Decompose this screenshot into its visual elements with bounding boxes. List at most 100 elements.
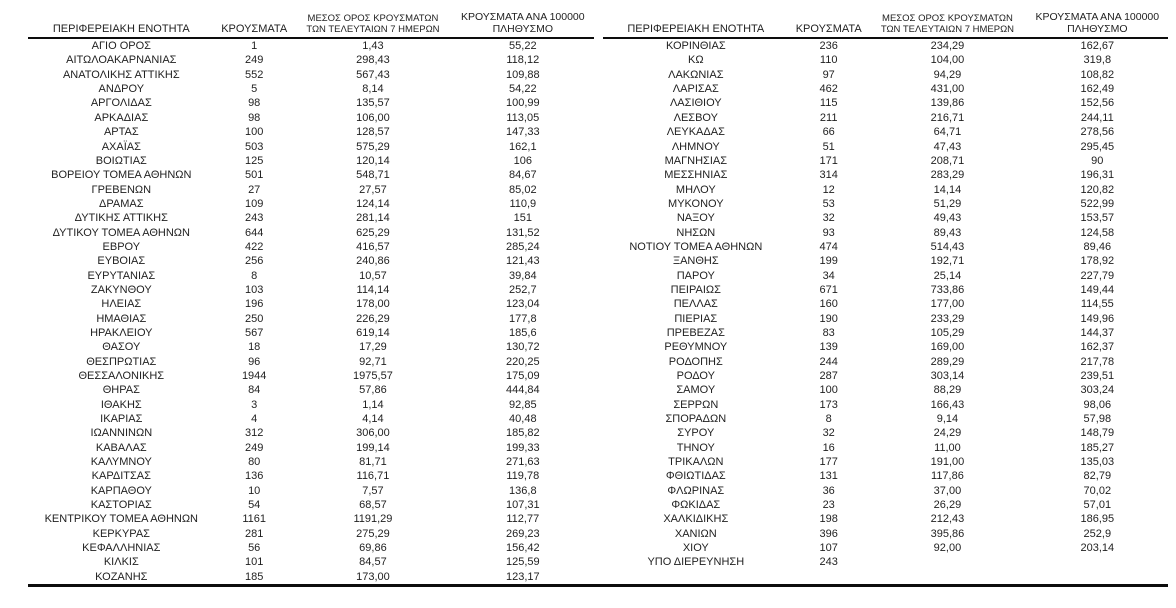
cases-cell: 173 xyxy=(819,398,838,411)
cases-cell: 56 xyxy=(248,542,261,555)
table-row: ΖΑΚΥΝΘΟΥ 103 114,14 252,7 xyxy=(28,283,594,297)
cases-cell: 12 xyxy=(822,183,835,196)
region-cell: ΑΝΔΡΟΥ xyxy=(98,83,145,96)
column-header-region: ΠΕΡΙΦΕΡΕΙΑΚΗ ΕΝΟΤΗΤΑ xyxy=(602,12,790,40)
region-cell: ΛΕΣΒΟΥ xyxy=(673,111,718,124)
cases-cell: 110 xyxy=(819,54,838,67)
region-cell: ΛΑΡΙΣΑΣ xyxy=(672,83,719,96)
cases-cell: 287 xyxy=(819,370,838,382)
cases-cell: 23 xyxy=(822,499,835,512)
avg-7day-cell: 281,14 xyxy=(356,212,390,225)
regional-units-table-left: ΠΕΡΙΦΕΡΕΙΑΚΗ ΕΝΟΤΗΤΑ ΚΡΟΥΣΜΑΤΑ ΜΕΣΟΣ ΟΡΟΣ … xyxy=(28,11,594,584)
region-cell: ΠΕΛΛΑΣ xyxy=(673,298,718,311)
avg-7day-cell: 1975,57 xyxy=(353,370,393,382)
cases-cell: 462 xyxy=(819,83,838,96)
per-100k-cell: 57,01 xyxy=(1083,499,1112,512)
region-cell: ΣΠΟΡΑΔΩΝ xyxy=(665,413,727,426)
cases-cell: 552 xyxy=(245,68,264,81)
table-row: ΔΥΤΙΚΗΣ ΑΤΤΙΚΗΣ 243 281,14 151 xyxy=(28,211,594,225)
avg-7day-cell: 234,29 xyxy=(930,40,965,53)
per-100k-cell: 185,27 xyxy=(1080,441,1115,454)
table-row: ΚΩ 110 104,00 319,8 xyxy=(603,53,1169,67)
table-row: ΛΕΣΒΟΥ 211 216,71 244,11 xyxy=(603,111,1169,125)
avg-7day-cell: 178,00 xyxy=(356,298,390,311)
avg-7day-cell: 26,29 xyxy=(933,499,962,512)
avg-7day-cell: 135,57 xyxy=(356,97,390,110)
region-cell: ΦΘΙΩΤΙΔΑΣ xyxy=(665,470,726,483)
table-row: ΠΕΙΡΑΙΩΣ 671 733,86 149,44 xyxy=(603,283,1169,297)
per-100k-cell: 123,17 xyxy=(505,570,540,583)
avg-7day-cell: 298,43 xyxy=(356,54,390,67)
region-cell: ΜΥΚΟΝΟΥ xyxy=(668,197,724,210)
per-100k-cell: 153,57 xyxy=(1080,212,1115,225)
table-row: ΑΡΤΑΣ 100 128,57 147,33 xyxy=(28,125,594,139)
per-100k-cell: 156,42 xyxy=(505,542,540,555)
per-100k-cell: 149,44 xyxy=(1080,283,1115,296)
column-header-avg-7day: ΜΕΣΟΣ ΟΡΟΣ ΚΡΟΥΣΜΑΤΩΝ ΤΩΝ ΤΕΛΕΥΤΑΙΩΝ 7 ΗΜ… xyxy=(868,12,1027,40)
table-row: ΔΥΤΙΚΟΥ ΤΟΜΕΑ ΑΘΗΝΩΝ 644 625,29 131,52 xyxy=(28,226,594,240)
cases-cell: 136 xyxy=(245,470,264,483)
table-row: ΘΕΣΣΑΛΟΝΙΚΗΣ 1944 1975,57 175,09 xyxy=(28,369,594,383)
cases-cell: 109 xyxy=(245,197,264,210)
per-100k-cell: 278,56 xyxy=(1080,126,1115,139)
cases-cell: 396 xyxy=(819,527,838,540)
cases-cell: 199 xyxy=(819,255,838,268)
per-100k-cell: 178,92 xyxy=(1080,255,1115,268)
table-row: ΛΑΣΙΘΙΟΥ 115 139,86 152,56 xyxy=(603,96,1169,110)
column-header-cases: ΚΡΟΥΣΜΑΤΑ xyxy=(214,12,294,40)
cases-cell: 177 xyxy=(819,456,838,469)
avg-7day-cell: 9,14 xyxy=(936,413,959,426)
table-row: ΘΕΣΠΡΩΤΙΑΣ 96 92,71 220,25 xyxy=(28,355,594,369)
avg-7day-cell: 169,00 xyxy=(930,341,965,354)
region-cell: ΦΩΚΙΔΑΣ xyxy=(671,499,721,512)
table-row: ΦΩΚΙΔΑΣ 23 26,29 57,01 xyxy=(603,498,1169,512)
avg-7day-cell: 106,00 xyxy=(356,111,390,124)
region-cell: ΧΑΛΚΙΔΙΚΗΣ xyxy=(663,513,729,526)
region-cell: ΚΑΛΥΜΝΟΥ xyxy=(90,456,152,469)
per-100k-cell: 303,24 xyxy=(1080,384,1115,397)
cases-cell: 3 xyxy=(251,398,258,411)
per-100k-cell: 110,9 xyxy=(509,197,537,210)
cases-cell: 171 xyxy=(819,154,838,167)
tables-container: ΠΕΡΙΦΕΡΕΙΑΚΗ ΕΝΟΤΗΤΑ ΚΡΟΥΣΜΑΤΑ ΜΕΣΟΣ ΟΡΟΣ … xyxy=(28,11,1169,588)
per-100k-cell: 118,12 xyxy=(506,54,540,67)
per-100k-cell: 244,11 xyxy=(1080,111,1114,124)
per-100k-cell: 227,79 xyxy=(1080,269,1115,282)
cases-cell: 98 xyxy=(248,111,261,124)
column-header-avg-7day: ΜΕΣΟΣ ΟΡΟΣ ΚΡΟΥΣΜΑΤΩΝ ΤΩΝ ΤΕΛΕΥΤΑΙΩΝ 7 ΗΜ… xyxy=(293,12,453,40)
table-row: ΛΗΜΝΟΥ 51 47,43 295,45 xyxy=(603,140,1169,154)
table-row: ΒΟΙΩΤΙΑΣ 125 120,14 106 xyxy=(28,154,594,168)
table-row: ΑΡΓΟΛΙΔΑΣ 98 135,57 100,99 xyxy=(28,96,594,110)
region-cell: ΛΑΣΙΘΙΟΥ xyxy=(669,97,722,110)
table-row: ΞΑΝΘΗΣ 199 192,71 178,92 xyxy=(603,254,1169,268)
table-row: ΚΕΝΤΡΙΚΟΥ ΤΟΜΕΑ ΑΘΗΝΩΝ 1161 1191,29 112,77 xyxy=(28,512,594,526)
region-cell: ΣΥΡΟΥ xyxy=(677,427,715,440)
avg-7day-cell: 17,29 xyxy=(359,341,387,354)
avg-7day-cell: 24,29 xyxy=(933,427,962,440)
per-100k-cell: 57,98 xyxy=(1083,413,1112,426)
table-row: ΜΥΚΟΝΟΥ 53 51,29 522,99 xyxy=(603,197,1169,211)
avg-7day-cell: 57,86 xyxy=(359,384,387,397)
region-cell: ΑΧΑΪΑΣ xyxy=(101,140,141,153)
region-cell: ΠΡΕΒΕΖΑΣ xyxy=(666,326,725,339)
per-100k-cell: 147,33 xyxy=(505,126,540,139)
region-cell: ΡΟΔΟΥ xyxy=(676,370,715,382)
per-100k-cell: 131,52 xyxy=(505,226,540,239)
avg-7day-cell: 177,00 xyxy=(930,298,965,311)
region-cell: ΗΡΑΚΛΕΙΟΥ xyxy=(90,326,153,339)
table-row: ΣΥΡΟΥ 32 24,29 148,79 xyxy=(603,426,1169,440)
region-cell: ΚΑΣΤΟΡΙΑΣ xyxy=(90,499,152,512)
region-cell: ΡΕΘΥΜΝΟΥ xyxy=(664,341,728,354)
table-row: ΚΕΦΑΛΛΗΝΙΑΣ 56 69,86 156,42 xyxy=(28,541,594,555)
avg-7day-cell: 14,14 xyxy=(933,183,962,196)
cases-cell: 100 xyxy=(245,126,264,139)
region-cell: ΑΝΑΤΟΛΙΚΗΣ ΑΤΤΙΚΗΣ xyxy=(62,68,180,81)
avg-7day-cell: 240,86 xyxy=(356,255,390,268)
avg-7day-cell: 88,29 xyxy=(933,384,962,397)
cases-cell: 312 xyxy=(245,427,264,440)
column-header-region: ΠΕΡΙΦΕΡΕΙΑΚΗ ΕΝΟΤΗΤΑ xyxy=(28,12,215,40)
cases-cell: 185 xyxy=(245,570,264,583)
region-cell: ΛΕΥΚΑΔΑΣ xyxy=(666,126,725,139)
per-100k-cell: 106 xyxy=(513,154,532,167)
per-100k-cell: 239,51 xyxy=(1080,370,1115,382)
